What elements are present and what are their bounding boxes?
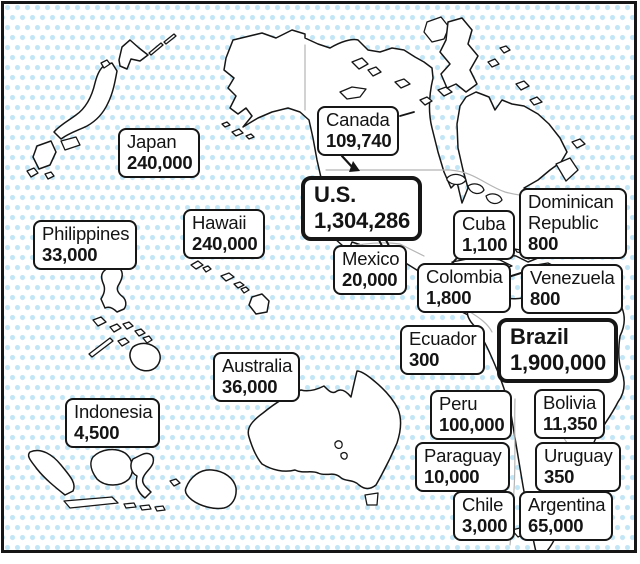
country-value: 350 (544, 466, 575, 487)
japan-south-islets (26, 167, 55, 180)
country-name: Australia (222, 355, 293, 376)
map-label-argentina: Argentina 65,000 (519, 491, 614, 541)
country-value: 20,000 (342, 269, 398, 290)
map-label-dominican-republic: Dominican Republic 800 (519, 188, 627, 259)
philippines-mindanao (129, 342, 161, 372)
country-name: Canada (326, 109, 390, 130)
country-value: 240,000 (192, 233, 258, 254)
map-label-us: U.S. 1,304,286 (301, 176, 423, 241)
country-value: 1,800 (426, 287, 472, 308)
country-name: Peru (439, 393, 478, 414)
country-name: Japan (127, 131, 177, 152)
country-name: Brazil (510, 324, 569, 349)
map-label-brazil: Brazil 1,900,000 (497, 318, 619, 383)
baffin-island (439, 17, 479, 93)
country-value: 65,000 (528, 515, 584, 536)
new-guinea (184, 469, 237, 510)
japan-shikoku (60, 136, 81, 151)
country-value: 1,900,000 (510, 349, 607, 375)
maluku-islets (169, 478, 181, 487)
country-value: 100,000 (439, 414, 505, 435)
country-value: 1,100 (462, 234, 508, 255)
country-name: Dominican Republic (528, 191, 614, 233)
philippines-palawan (88, 337, 114, 358)
map-label-canada: Canada 109,740 (317, 106, 400, 156)
country-name: Philippines (42, 223, 130, 244)
country-name: Bolivia (543, 392, 597, 413)
country-value: 109,740 (326, 130, 392, 151)
canada-us-arrow-line (340, 154, 355, 170)
newfoundland (555, 138, 586, 182)
map-label-chile: Chile 3,000 (453, 491, 516, 541)
country-value: 4,500 (74, 422, 120, 443)
country-name: Ecuador (409, 328, 477, 349)
country-name: U.S. (314, 182, 356, 207)
country-name: Colombia (426, 266, 503, 287)
country-value: 1,304,286 (314, 207, 411, 233)
aleutian-islands (221, 121, 255, 140)
map-label-mexico: Mexico 20,000 (333, 245, 408, 295)
japan-hokkaido (118, 39, 149, 70)
map-label-cuba: Cuba 1,100 (453, 210, 516, 260)
canada-us-arrowhead (349, 161, 360, 172)
philippines-visayas (92, 316, 153, 347)
country-value: 36,000 (222, 376, 278, 397)
country-name: Uruguay (544, 445, 613, 466)
tasmania (364, 492, 379, 506)
country-name: Chile (462, 494, 504, 515)
indonesia-sumatra (27, 449, 75, 496)
hawaii-islands (190, 260, 250, 294)
philippines-luzon (100, 266, 127, 313)
australia-lakes (334, 440, 348, 460)
map-label-ecuador: Ecuador 300 (400, 325, 485, 375)
indonesia-java (63, 496, 166, 512)
great-lakes (446, 173, 503, 205)
country-value: 800 (528, 233, 559, 254)
country-name: Indonesia (74, 401, 153, 422)
map-label-japan: Japan 240,000 (118, 128, 201, 178)
country-name: Argentina (528, 494, 606, 515)
hawaii-big-island (248, 293, 270, 315)
japan-islets (100, 59, 111, 69)
country-name: Mexico (342, 248, 400, 269)
map-label-indonesia: Indonesia 4,500 (65, 398, 161, 448)
indonesia-sulawesi (130, 452, 155, 499)
map-label-paraguay: Paraguay 10,000 (415, 442, 510, 492)
canada-leader-line (399, 111, 415, 117)
colombia-border-line (469, 311, 493, 333)
country-value: 3,000 (462, 515, 508, 536)
arctic-islands (339, 16, 543, 106)
map-label-australia: Australia 36,000 (213, 352, 301, 402)
country-name: Hawaii (192, 212, 247, 233)
map-label-colombia: Colombia 1,800 (417, 263, 511, 313)
map-label-peru: Peru 100,000 (430, 390, 513, 440)
country-value: 10,000 (424, 466, 480, 487)
japan-honshu (53, 62, 118, 140)
map-label-philippines: Philippines 33,000 (33, 220, 138, 270)
kuril-islands (148, 33, 177, 56)
map-label-bolivia: Bolivia 11,350 (534, 389, 606, 439)
country-value: 300 (409, 349, 440, 370)
country-name: Paraguay (424, 445, 502, 466)
indonesia-borneo (90, 448, 134, 486)
country-value: 11,350 (543, 413, 598, 434)
country-value: 240,000 (127, 152, 193, 173)
map-label-venezuela: Venezuela 800 (521, 264, 623, 314)
country-value: 800 (530, 288, 561, 309)
country-value: 33,000 (42, 244, 98, 265)
japan-kyushu (32, 140, 57, 170)
map-label-hawaii: Hawaii 240,000 (183, 209, 266, 259)
country-name: Venezuela (530, 267, 615, 288)
country-name: Cuba (462, 213, 506, 234)
map-label-uruguay: Uruguay 350 (535, 442, 621, 492)
